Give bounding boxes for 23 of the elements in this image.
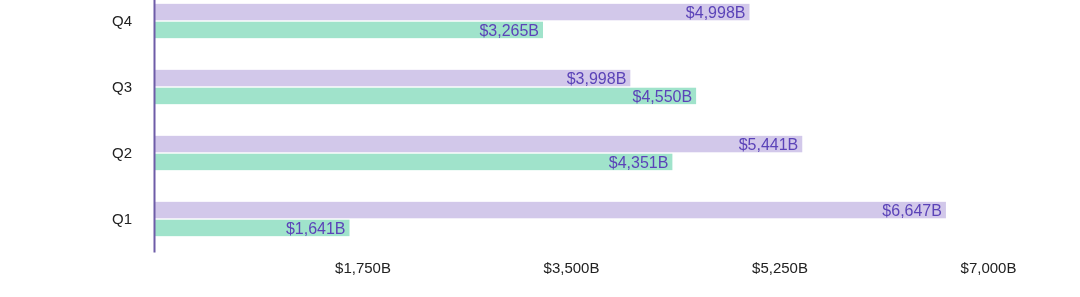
y-tick-label: Q4 xyxy=(111,11,132,29)
data-label: $5,441B xyxy=(738,135,799,153)
data-label: $4,998B xyxy=(685,3,746,21)
x-tick-label: $1,750B xyxy=(335,258,391,276)
y-tick-label: Q1 xyxy=(111,209,132,227)
bar xyxy=(154,153,673,171)
data-label: $1,641B xyxy=(285,219,346,237)
x-tick-label: $7,000B xyxy=(960,258,1017,276)
data-label: $4,351B xyxy=(608,153,669,171)
x-tick-label: $3,500B xyxy=(543,258,600,276)
bar xyxy=(154,3,750,21)
data-label: $4,550B xyxy=(632,87,693,105)
y-tick-label: Q3 xyxy=(111,77,132,95)
data-label: $3,265B xyxy=(479,21,539,39)
data-label: $3,998B xyxy=(566,69,627,87)
y-tick-label: Q2 xyxy=(111,143,132,161)
bar xyxy=(154,21,543,39)
bar xyxy=(154,87,697,105)
bar xyxy=(154,201,946,219)
bar xyxy=(154,69,631,87)
x-tick-label: $5,250B xyxy=(752,258,808,276)
bar xyxy=(154,135,803,153)
data-label: $6,647B xyxy=(882,201,942,219)
